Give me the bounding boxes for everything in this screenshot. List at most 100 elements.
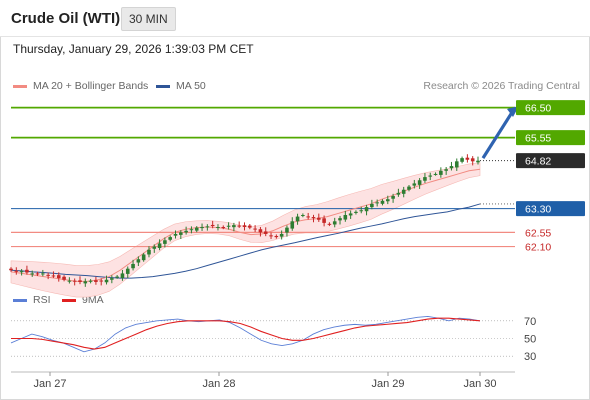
- candle-body: [316, 217, 321, 220]
- price-tag-63.30: 63.30: [525, 204, 551, 216]
- x-tick-label: Jan 30: [463, 378, 496, 390]
- candle-body: [104, 279, 109, 283]
- candle-body: [232, 225, 236, 228]
- rsi-tick-label: 30: [524, 351, 536, 363]
- rsi-swatch: [13, 298, 27, 302]
- candle-body: [242, 225, 247, 227]
- legend-ma50: MA 50: [156, 80, 206, 92]
- candle-body: [396, 192, 401, 195]
- price-tag-bg-64.82: [516, 153, 585, 169]
- candle-body: [343, 215, 348, 220]
- candle-body: [163, 240, 167, 244]
- candle-body: [439, 170, 443, 175]
- price-tag-62.10: 62.10: [525, 242, 551, 254]
- candle-body: [263, 231, 268, 234]
- candle-body: [370, 203, 374, 208]
- candle-body: [364, 207, 369, 212]
- bollinger-band: [10, 162, 481, 298]
- candle-body: [200, 227, 204, 229]
- candle-body: [412, 183, 417, 186]
- legend-ma50-label: MA 50: [176, 80, 206, 92]
- candle-body: [221, 227, 226, 228]
- candle-body: [94, 280, 98, 282]
- candle-body: [157, 243, 162, 248]
- candle-body: [253, 228, 257, 230]
- legend-ma20-label: MA 20 + Bollinger Bands: [33, 80, 149, 92]
- price-tag-64.82: 64.82: [525, 156, 551, 168]
- candle-body: [78, 280, 82, 282]
- candle-body: [454, 161, 459, 168]
- candle-body: [258, 229, 263, 233]
- candle-body: [301, 215, 305, 216]
- candle-body: [110, 278, 114, 280]
- price-tag-bg-66.50: [516, 100, 585, 116]
- candle-body: [449, 166, 454, 169]
- candle-body: [173, 233, 178, 236]
- candle-body: [35, 273, 40, 275]
- candle-body: [99, 280, 104, 282]
- candle-body: [152, 246, 157, 249]
- ma50-swatch: [156, 84, 170, 88]
- forecast-arrow-shaft: [481, 111, 514, 160]
- x-tick-label: Jan 28: [202, 378, 235, 390]
- candle-body: [332, 221, 337, 225]
- x-tick-label: Jan 29: [371, 378, 404, 390]
- candle-body: [125, 268, 130, 274]
- candle-body: [375, 202, 379, 204]
- candle-body: [428, 175, 433, 177]
- candle-body: [189, 229, 194, 231]
- candle-body: [465, 157, 470, 160]
- candle-body: [295, 216, 300, 222]
- candle-body: [444, 169, 448, 171]
- legend-ma20: MA 20 + Bollinger Bands: [13, 80, 148, 92]
- rsi-tick-label: 50: [524, 334, 536, 346]
- candle-body: [72, 280, 77, 282]
- candle-body: [25, 269, 29, 273]
- candle-body: [120, 273, 125, 278]
- candle-body: [205, 226, 210, 228]
- candle-body: [470, 158, 475, 162]
- candle-body: [216, 227, 220, 228]
- candle-body: [88, 280, 93, 282]
- candle-body: [285, 227, 289, 233]
- candle-body: [423, 177, 427, 181]
- chart-header: Crude Oil (WTI) 30 MIN: [0, 0, 590, 37]
- candle-body: [179, 232, 183, 235]
- instrument-title: Crude Oil (WTI): [11, 10, 121, 27]
- copyright: Research © 2026 Trading Central: [423, 80, 580, 92]
- candle-body: [348, 213, 353, 216]
- candle-body: [83, 281, 88, 284]
- candle-body: [210, 224, 215, 227]
- candle-body: [194, 227, 199, 231]
- price-tag-65.55: 65.55: [525, 133, 551, 145]
- candle-body: [30, 273, 35, 275]
- candle-body: [327, 223, 332, 225]
- candle-body: [115, 276, 119, 278]
- x-tick-label: Jan 27: [33, 378, 66, 390]
- candle-body: [237, 225, 241, 227]
- candle-body: [14, 270, 19, 272]
- candle-body: [322, 218, 326, 223]
- candle-body: [226, 225, 231, 227]
- candle-body: [131, 263, 135, 269]
- candle-body: [269, 235, 273, 237]
- candle-body: [460, 158, 464, 162]
- candle-body: [385, 199, 390, 202]
- candle-body: [56, 275, 61, 279]
- rsi-tick-label: 70: [524, 316, 536, 328]
- legend-rsi-label: RSI: [33, 294, 51, 306]
- candle-body: [19, 271, 24, 273]
- ma20-swatch: [13, 84, 27, 88]
- candle-body: [359, 210, 364, 212]
- legend-rsi: RSI: [13, 294, 51, 306]
- candle-body: [354, 211, 358, 213]
- candle-body: [67, 280, 72, 282]
- candle-body: [136, 259, 141, 263]
- rsi-9ma-line: [11, 317, 481, 350]
- candle-body: [168, 237, 173, 240]
- timeframe-button[interactable]: 30 MIN: [121, 7, 176, 31]
- timestamp: Thursday, January 29, 2026 1:39:03 PM CE…: [13, 42, 254, 56]
- candle-body: [311, 217, 316, 219]
- ma9-swatch: [62, 298, 76, 302]
